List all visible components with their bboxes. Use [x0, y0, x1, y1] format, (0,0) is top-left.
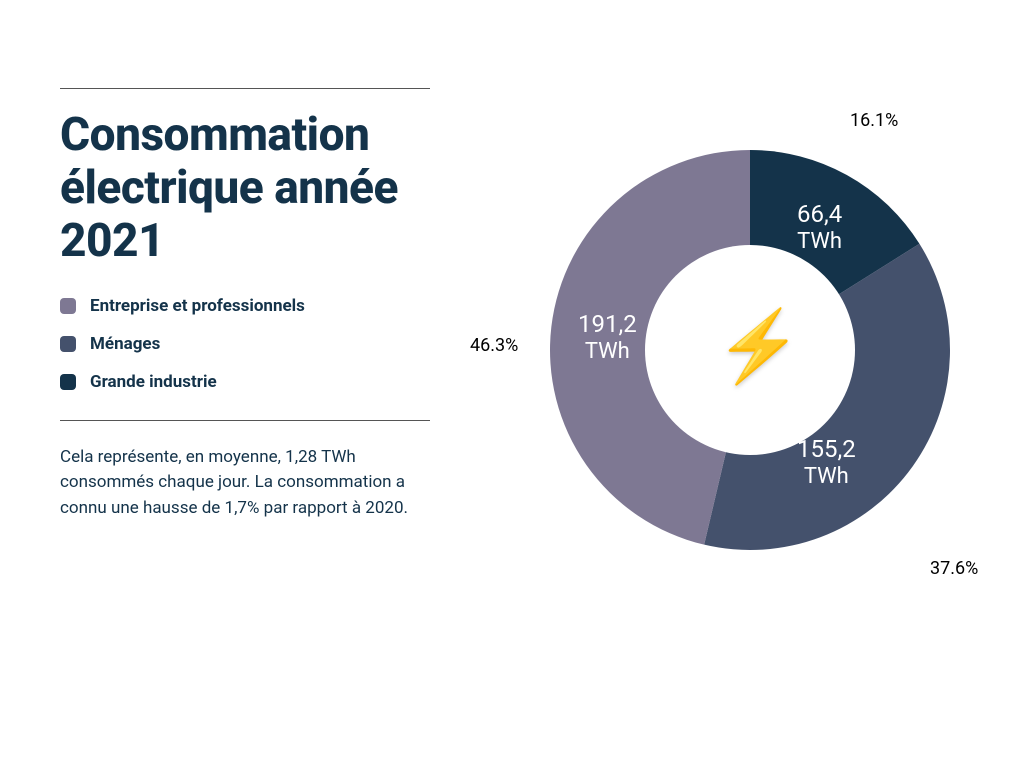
legend-item-industrie: Grande industrie [60, 372, 460, 392]
value-unit-industrie: TWh [797, 229, 842, 255]
legend-item-menages: Ménages [60, 334, 460, 354]
lightning-icon: ⚡ [715, 312, 802, 382]
top-rule [60, 88, 430, 89]
value-label-industrie: 66,4 TWh [797, 200, 842, 255]
donut-chart-area: ⚡ 16.1% 37.6% 46.3% 66,4 TWh 155,2 TWh 1… [500, 90, 1000, 650]
percent-label-industrie: 16.1% [850, 110, 898, 131]
page-title: Consommation électrique année 2021 [60, 109, 460, 268]
mid-rule [60, 420, 430, 421]
value-number-industrie: 66,4 [797, 200, 842, 228]
legend: Entreprise et professionnels Ménages Gra… [60, 296, 460, 392]
legend-label-industrie: Grande industrie [90, 372, 217, 392]
legend-item-entreprise: Entreprise et professionnels [60, 296, 460, 316]
legend-label-menages: Ménages [90, 334, 160, 354]
legend-swatch-entreprise [60, 298, 76, 314]
legend-label-entreprise: Entreprise et professionnels [90, 296, 305, 316]
percent-label-menages: 37.6% [930, 558, 978, 579]
percent-label-entreprise: 46.3% [470, 335, 518, 356]
value-number-entreprise: 191,2 [578, 310, 637, 338]
legend-swatch-menages [60, 336, 76, 352]
value-unit-entreprise: TWh [578, 339, 637, 365]
left-panel: Consommation électrique année 2021 Entre… [60, 88, 460, 521]
value-number-menages: 155,2 [797, 435, 856, 463]
description-text: Cela représente, en moyenne, 1,28 TWh co… [60, 445, 430, 522]
value-label-entreprise: 191,2 TWh [578, 310, 637, 365]
value-label-menages: 155,2 TWh [797, 435, 856, 490]
legend-swatch-industrie [60, 374, 76, 390]
value-unit-menages: TWh [797, 464, 856, 490]
